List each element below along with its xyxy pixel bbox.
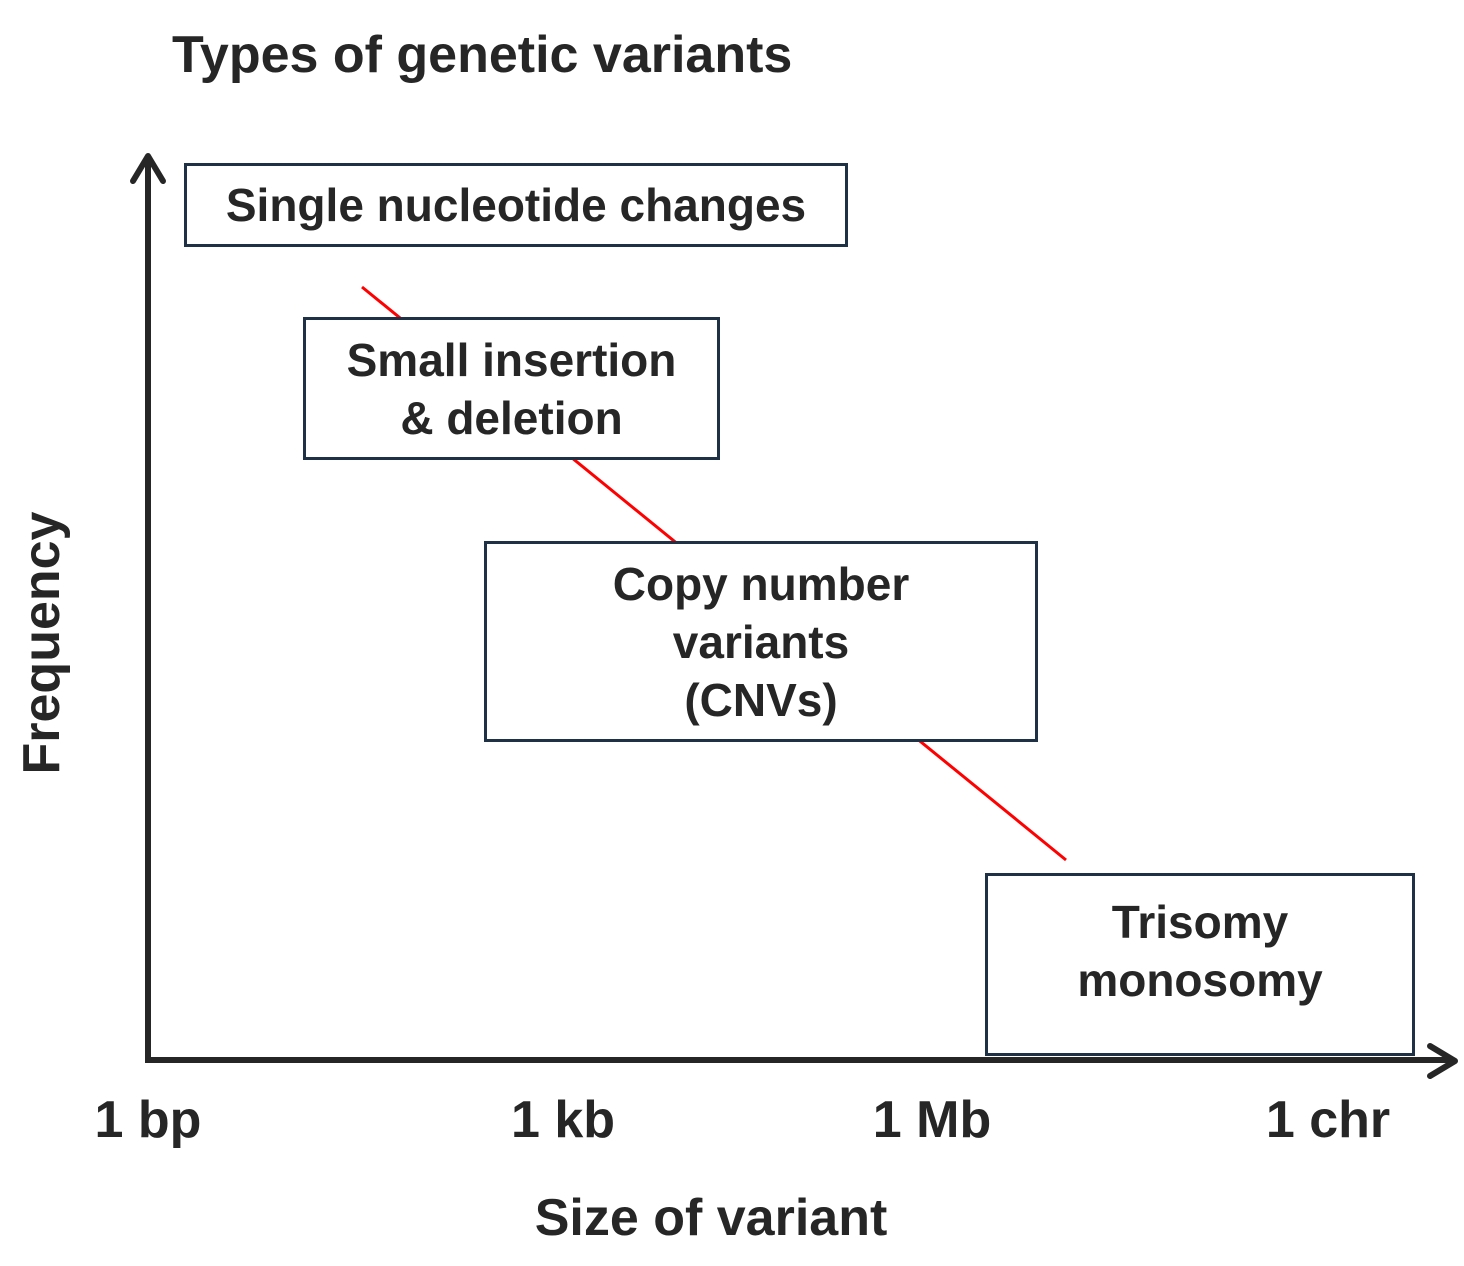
x-axis-arrowhead — [1427, 1043, 1458, 1079]
y-axis-arrowhead — [130, 153, 166, 184]
x-axis-label: Size of variant — [534, 1189, 888, 1247]
category-box-single-nucleotide: Single nucleotide changes — [184, 163, 848, 247]
category-box-trisomy-monosomy: Trisomy monosomy — [985, 873, 1415, 1056]
diagram-title: Types of genetic variants — [172, 26, 793, 84]
x-tick-label-1bp: 1 bp — [94, 1091, 202, 1149]
y-axis-label: Frequency — [13, 511, 71, 775]
category-label: Single nucleotide changes — [225, 179, 807, 231]
x-tick-label-1chr: 1 chr — [1265, 1091, 1391, 1149]
category-box-small-indel: Small insertion & deletion — [303, 317, 720, 460]
x-tick-label-1kb: 1 kb — [510, 1091, 616, 1149]
category-label: Small insertion & deletion — [346, 333, 677, 444]
category-box-cnv: Copy number variants (CNVs) — [484, 541, 1038, 742]
x-tick-label-1mb: 1 Mb — [872, 1091, 992, 1149]
category-label: Trisomy monosomy — [1077, 896, 1323, 1006]
category-label: Copy number variants (CNVs) — [612, 557, 910, 726]
